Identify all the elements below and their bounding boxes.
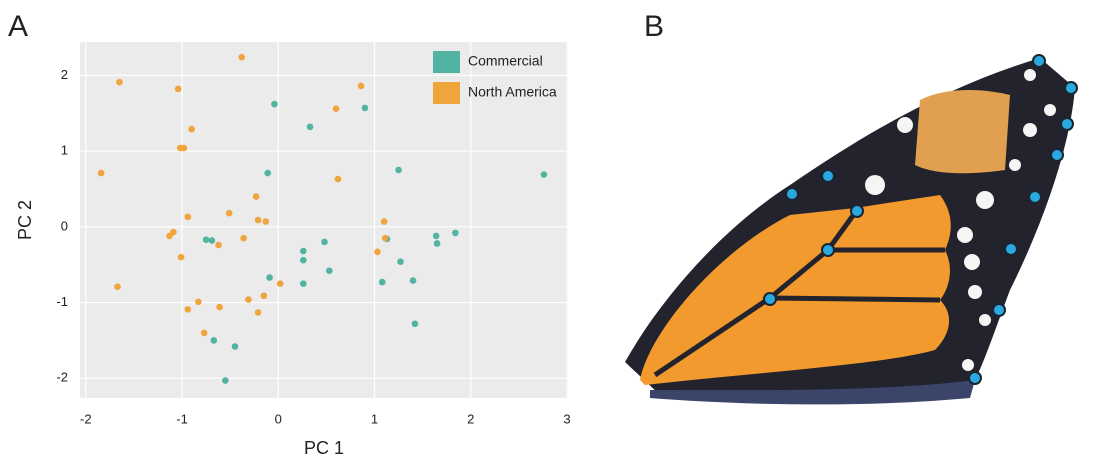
point bbox=[326, 267, 333, 274]
legend-swatch bbox=[433, 82, 460, 104]
point bbox=[185, 214, 192, 221]
point bbox=[307, 124, 314, 131]
legend-label: Commercial bbox=[468, 53, 543, 69]
point bbox=[222, 377, 229, 384]
point bbox=[434, 240, 441, 247]
point bbox=[333, 105, 340, 112]
point bbox=[195, 299, 202, 306]
legend-swatch bbox=[433, 51, 460, 73]
point bbox=[264, 170, 271, 177]
legend-label: North America bbox=[468, 84, 557, 100]
point bbox=[262, 218, 269, 225]
point bbox=[178, 254, 185, 261]
point bbox=[381, 218, 388, 225]
point bbox=[98, 170, 105, 177]
y-axis-title: PC 2 bbox=[15, 200, 35, 240]
point bbox=[261, 292, 268, 299]
point bbox=[175, 86, 182, 93]
butterfly-wing bbox=[625, 55, 1077, 404]
point bbox=[271, 101, 278, 108]
point bbox=[255, 217, 262, 224]
point bbox=[215, 242, 222, 249]
point bbox=[232, 343, 239, 350]
point bbox=[358, 83, 365, 90]
point bbox=[238, 54, 245, 61]
point bbox=[362, 105, 369, 112]
point bbox=[203, 236, 210, 243]
point bbox=[210, 337, 217, 344]
point bbox=[300, 280, 307, 287]
point bbox=[255, 309, 262, 316]
point bbox=[300, 257, 307, 264]
point bbox=[382, 235, 389, 242]
point bbox=[240, 235, 247, 242]
point bbox=[166, 233, 173, 240]
x-axis-title: PC 1 bbox=[304, 438, 344, 458]
panel-label: B bbox=[644, 10, 664, 43]
x-tick-label: 0 bbox=[275, 411, 282, 426]
point bbox=[209, 237, 216, 244]
point bbox=[245, 296, 252, 303]
point bbox=[277, 280, 284, 287]
point bbox=[335, 176, 342, 183]
point bbox=[412, 320, 419, 327]
wing-orange-tip bbox=[915, 90, 1010, 173]
point bbox=[216, 304, 223, 311]
x-tick-label: 1 bbox=[371, 411, 378, 426]
x-tick-label: -1 bbox=[176, 411, 188, 426]
figure: A B PC 1 PC 2 Commercial North America -2… bbox=[0, 0, 1093, 465]
point bbox=[181, 145, 188, 152]
point bbox=[185, 306, 192, 313]
point bbox=[114, 283, 121, 290]
point bbox=[379, 279, 386, 286]
point bbox=[188, 126, 195, 133]
point bbox=[253, 193, 260, 200]
point bbox=[395, 167, 402, 174]
point bbox=[374, 249, 381, 256]
y-tick-label: -1 bbox=[56, 294, 68, 309]
point bbox=[226, 210, 233, 217]
point bbox=[433, 233, 440, 240]
point bbox=[300, 248, 307, 255]
point bbox=[266, 274, 273, 281]
point bbox=[452, 230, 459, 237]
point bbox=[201, 330, 208, 337]
point bbox=[541, 171, 548, 178]
x-tick-label: 2 bbox=[467, 411, 474, 426]
point bbox=[321, 239, 328, 246]
point bbox=[397, 258, 404, 265]
y-tick-label: 2 bbox=[61, 67, 68, 82]
panel-label: A bbox=[8, 10, 28, 43]
point bbox=[410, 277, 417, 284]
x-tick-label: 3 bbox=[563, 411, 570, 426]
point bbox=[116, 79, 123, 86]
y-tick-label: 0 bbox=[61, 218, 68, 233]
y-tick-label: 1 bbox=[61, 143, 68, 158]
x-tick-label: -2 bbox=[80, 411, 92, 426]
y-tick-label: -2 bbox=[56, 370, 68, 385]
